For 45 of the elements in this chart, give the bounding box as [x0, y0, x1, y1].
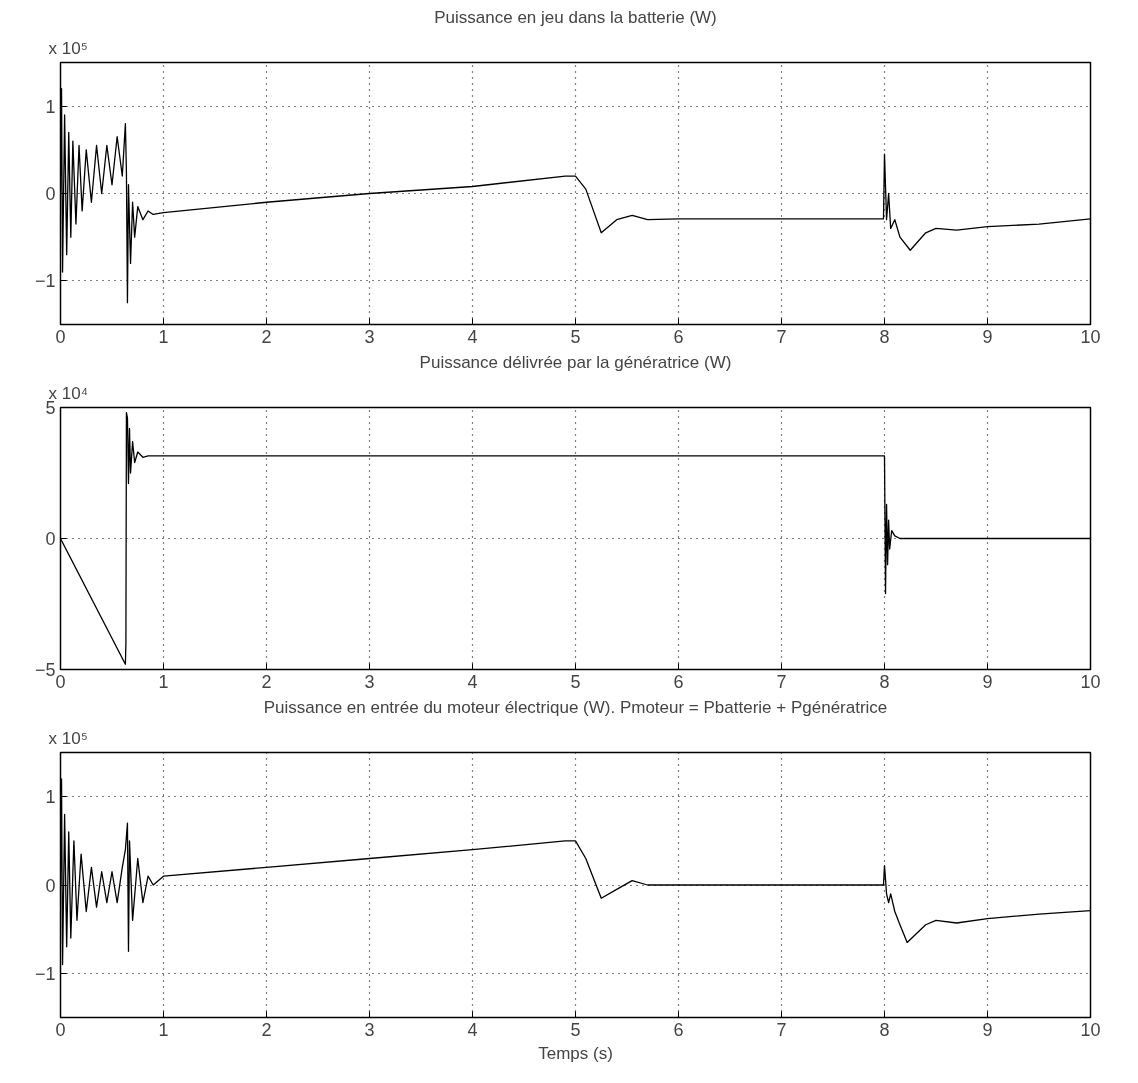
chart-title: Puissance délivrée par la génératrice (W) — [419, 352, 732, 372]
x-tick-label: 3 — [364, 1019, 375, 1040]
x-tick-label: 5 — [570, 326, 581, 347]
x-tick-label: 10 — [1080, 671, 1101, 692]
x-tick-label: 6 — [673, 326, 684, 347]
x-tick-label: 3 — [364, 326, 375, 347]
x-tick-label: 1 — [158, 1019, 169, 1040]
x-tick-label: 10 — [1080, 326, 1101, 347]
text: x 10⁵ — [48, 38, 88, 58]
x-tick-label: 3 — [364, 671, 375, 692]
text: x 10⁵ — [48, 728, 88, 748]
x-tick-label: 9 — [982, 671, 993, 692]
x-tick-label: 6 — [673, 1019, 684, 1040]
x-tick-label: 8 — [879, 1019, 890, 1040]
x-tick-label: 2 — [261, 671, 272, 692]
x-axis-title: Temps (s) — [538, 1043, 613, 1063]
y-tick-label: 0 — [45, 529, 56, 549]
y-tick-label: 0 — [45, 875, 56, 896]
y-tick-label: −1 — [34, 271, 56, 292]
x-tick-label: 1 — [158, 326, 169, 347]
y-tick-label: −5 — [34, 660, 56, 680]
y-tick-label: 1 — [45, 96, 56, 117]
chart-title: Puissance en entrée du moteur électrique (W). Pmoteur = Pbatterie + Pgénératrice — [263, 697, 888, 717]
x-tick-label: 2 — [261, 1019, 272, 1040]
chart-title: Puissance en jeu dans la batterie (W) — [434, 7, 717, 27]
y-tick-label: 5 — [45, 398, 56, 418]
x-tick-label: 9 — [982, 1019, 993, 1040]
y-tick-label: 1 — [45, 787, 56, 808]
x-tick-label: 6 — [673, 671, 684, 692]
x-tick-label: 2 — [261, 326, 272, 347]
y-tick-label: −1 — [34, 963, 56, 984]
x-tick-label: 4 — [467, 1019, 478, 1040]
x-tick-label: 5 — [570, 671, 581, 692]
x-tick-label: 7 — [776, 671, 787, 692]
x-tick-label: 7 — [776, 1019, 787, 1040]
x-tick-label: 4 — [467, 671, 478, 692]
x-tick-label: 5 — [570, 1019, 581, 1040]
x-tick-label: 1 — [158, 671, 169, 692]
x-tick-label: 4 — [467, 326, 478, 347]
x-tick-label: 8 — [879, 326, 890, 347]
x-tick-label: 8 — [879, 671, 890, 692]
x-tick-label: 10 — [1080, 1019, 1101, 1040]
x-tick-label: 9 — [982, 326, 993, 347]
x-tick-label: 7 — [776, 326, 787, 347]
y-tick-label: 0 — [45, 184, 56, 204]
